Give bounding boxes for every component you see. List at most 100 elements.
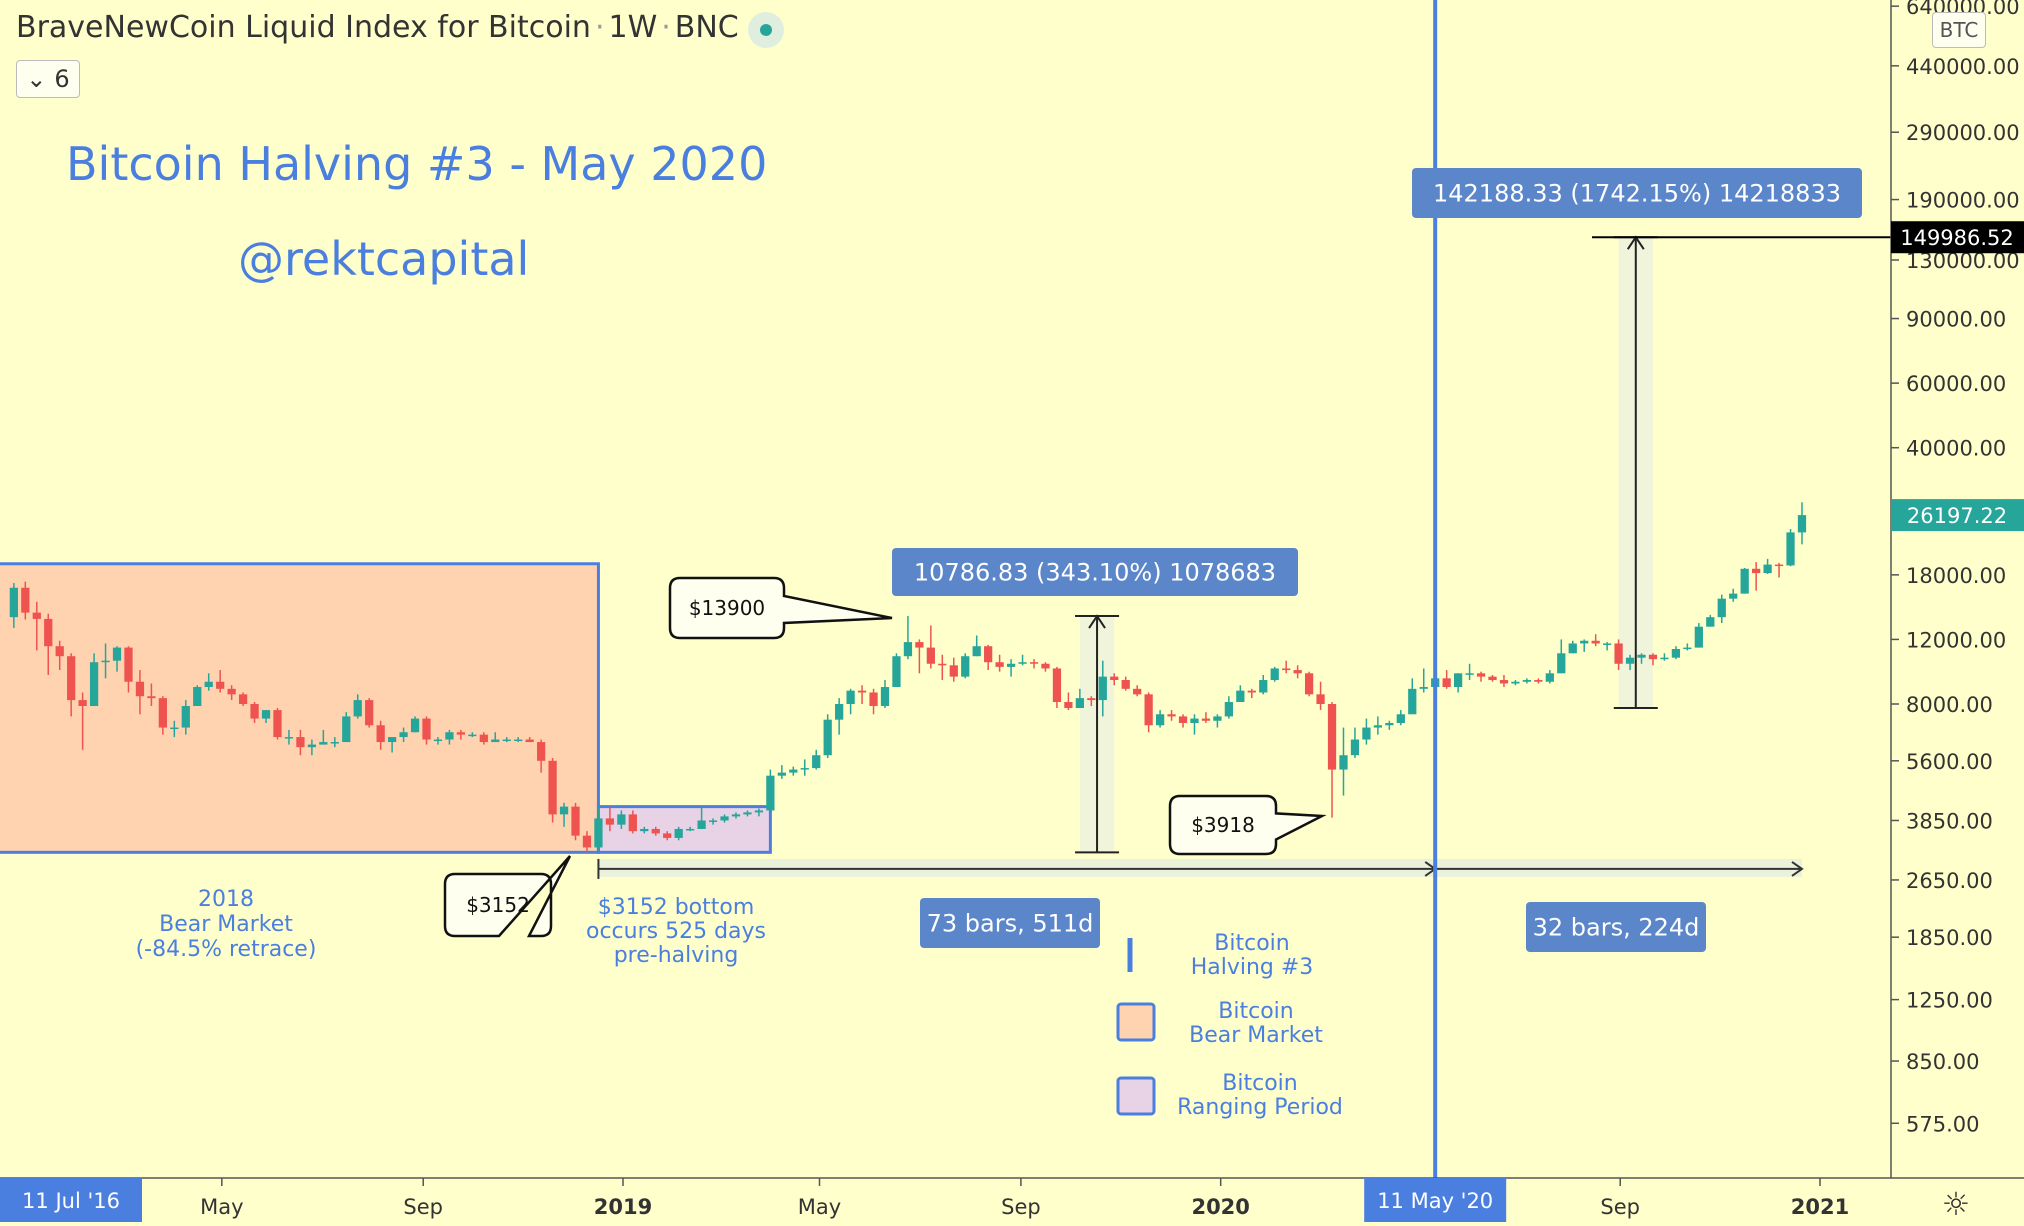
candle-body-70 xyxy=(812,755,821,769)
measure-1-label: 10786.83 (343.10%) 1078683 xyxy=(914,559,1276,587)
candle-body-98 xyxy=(1133,688,1142,695)
indicators-collapse-button[interactable]: ⌄ 6 xyxy=(16,60,80,98)
candle-body-103 xyxy=(1190,718,1199,724)
candle-body-66 xyxy=(766,775,775,811)
price-label-bg-0 xyxy=(1891,221,2024,254)
candle-body-22 xyxy=(261,710,271,719)
candle-body-48 xyxy=(559,806,569,815)
candle-body-109 xyxy=(1259,680,1268,693)
candle-body-71 xyxy=(823,719,832,756)
candle-body-86 xyxy=(995,662,1004,667)
candle-body-96 xyxy=(1110,676,1119,681)
candle-body-156 xyxy=(1797,515,1807,533)
candle-body-148 xyxy=(1706,617,1715,627)
candle-body-144 xyxy=(1660,657,1669,660)
candle-body-32 xyxy=(376,725,385,743)
y-tick-label-10: 12000.00 xyxy=(1906,628,2006,652)
symbol-header[interactable]: BraveNewCoin Liquid Index for Bitcoin · 1W… xyxy=(16,10,739,45)
measure-range-2019-arrowhead xyxy=(1088,614,1106,629)
candle-body-52 xyxy=(605,818,615,825)
candle-body-7 xyxy=(89,662,99,707)
candle-body-31 xyxy=(365,700,374,726)
candle-body-123 xyxy=(1419,687,1428,689)
price-label-1: 26197.22 xyxy=(1907,504,2007,528)
candle-body-147 xyxy=(1694,626,1703,648)
indicator-count: 6 xyxy=(54,65,70,93)
candle-body-18 xyxy=(216,681,225,689)
candle-body-127 xyxy=(1465,673,1474,675)
candle-body-97 xyxy=(1121,680,1130,689)
candle-body-128 xyxy=(1476,673,1486,677)
candle-body-77 xyxy=(892,656,901,688)
measure-1-label-bg xyxy=(892,548,1298,596)
chart-subtitle: @rektcapital xyxy=(238,232,529,286)
y-tick-label-13: 3850.00 xyxy=(1906,809,1993,833)
exchange-label: BNC xyxy=(674,10,739,45)
y-tick-label-14: 2650.00 xyxy=(1906,869,1993,893)
x-tick-label-9: 2021 xyxy=(1791,1195,1849,1219)
range-1-label: 73 bars, 511d xyxy=(927,910,1094,938)
legend-bear-swatch xyxy=(1116,1002,1156,1042)
range-2-label-bg xyxy=(1526,902,1706,952)
candle-body-152 xyxy=(1752,568,1761,574)
candle-body-51 xyxy=(594,818,603,848)
interval-label[interactable]: 1W xyxy=(608,10,658,45)
candle-body-58 xyxy=(674,828,683,838)
candle-body-113 xyxy=(1304,673,1314,695)
candle-body-12 xyxy=(147,696,156,699)
x-tick-label-0: 11 Jul '16 xyxy=(22,1189,120,1213)
callout-low-2020: $3918 xyxy=(1191,813,1255,837)
candle-body-3 xyxy=(44,618,53,647)
candle-body-146 xyxy=(1683,647,1692,650)
settings-gear-icon[interactable]: ☼ xyxy=(1941,1185,1971,1223)
candle-body-45 xyxy=(525,739,534,743)
candle-body-38 xyxy=(445,732,454,740)
candle-body-100 xyxy=(1155,714,1165,726)
candle-body-89 xyxy=(1029,662,1039,664)
candle-body-14 xyxy=(170,727,179,730)
callout-low-2018-bubble xyxy=(443,855,572,938)
candle-body-42 xyxy=(491,739,500,743)
candle-body-107 xyxy=(1236,690,1245,703)
candle-body-13 xyxy=(158,698,167,728)
candle-body-126 xyxy=(1453,673,1463,688)
candle-body-74 xyxy=(857,690,867,693)
candle-body-129 xyxy=(1488,676,1497,681)
candle-body-138 xyxy=(1591,640,1600,644)
candle-body-82 xyxy=(949,665,958,677)
time-span-end-arrow xyxy=(1791,861,1804,877)
currency-label[interactable]: BTC xyxy=(1932,12,1986,48)
candle-body-4 xyxy=(55,646,64,657)
candle-body-90 xyxy=(1041,663,1050,669)
candle-body-145 xyxy=(1671,649,1681,658)
candle-body-44 xyxy=(514,739,523,742)
candle-body-116 xyxy=(1339,755,1348,770)
candle-body-8 xyxy=(101,660,110,663)
y-tick-label-9: 18000.00 xyxy=(1906,564,2006,588)
price-label-bg-1 xyxy=(1891,499,2024,532)
candle-body-135 xyxy=(1557,653,1566,674)
candle-body-62 xyxy=(720,816,729,821)
y-tick-label-17: 850.00 xyxy=(1906,1050,1979,1074)
candle-body-60 xyxy=(697,820,706,829)
candle-body-63 xyxy=(731,814,741,817)
bottom-note-label: $3152 bottom occurs 525 days pre-halving xyxy=(586,895,766,968)
y-tick-label-2: 290000.00 xyxy=(1906,121,2020,145)
legend-ranging-swatch xyxy=(1116,1076,1156,1116)
candle-body-26 xyxy=(307,744,317,748)
candle-body-133 xyxy=(1534,680,1543,682)
candle-body-134 xyxy=(1545,673,1554,682)
candle-body-43 xyxy=(502,739,511,742)
candle-body-15 xyxy=(181,706,190,728)
candle-body-46 xyxy=(536,742,546,761)
candle-body-64 xyxy=(743,812,752,815)
candle-body-151 xyxy=(1740,568,1749,594)
candle-body-72 xyxy=(835,704,844,720)
candle-body-112 xyxy=(1293,670,1302,674)
candle-body-78 xyxy=(903,642,913,657)
candle-body-118 xyxy=(1362,727,1371,740)
candle-body-120 xyxy=(1385,723,1394,726)
candle-body-93 xyxy=(1075,698,1084,709)
candle-body-132 xyxy=(1522,680,1532,682)
candle-body-65 xyxy=(754,810,764,813)
